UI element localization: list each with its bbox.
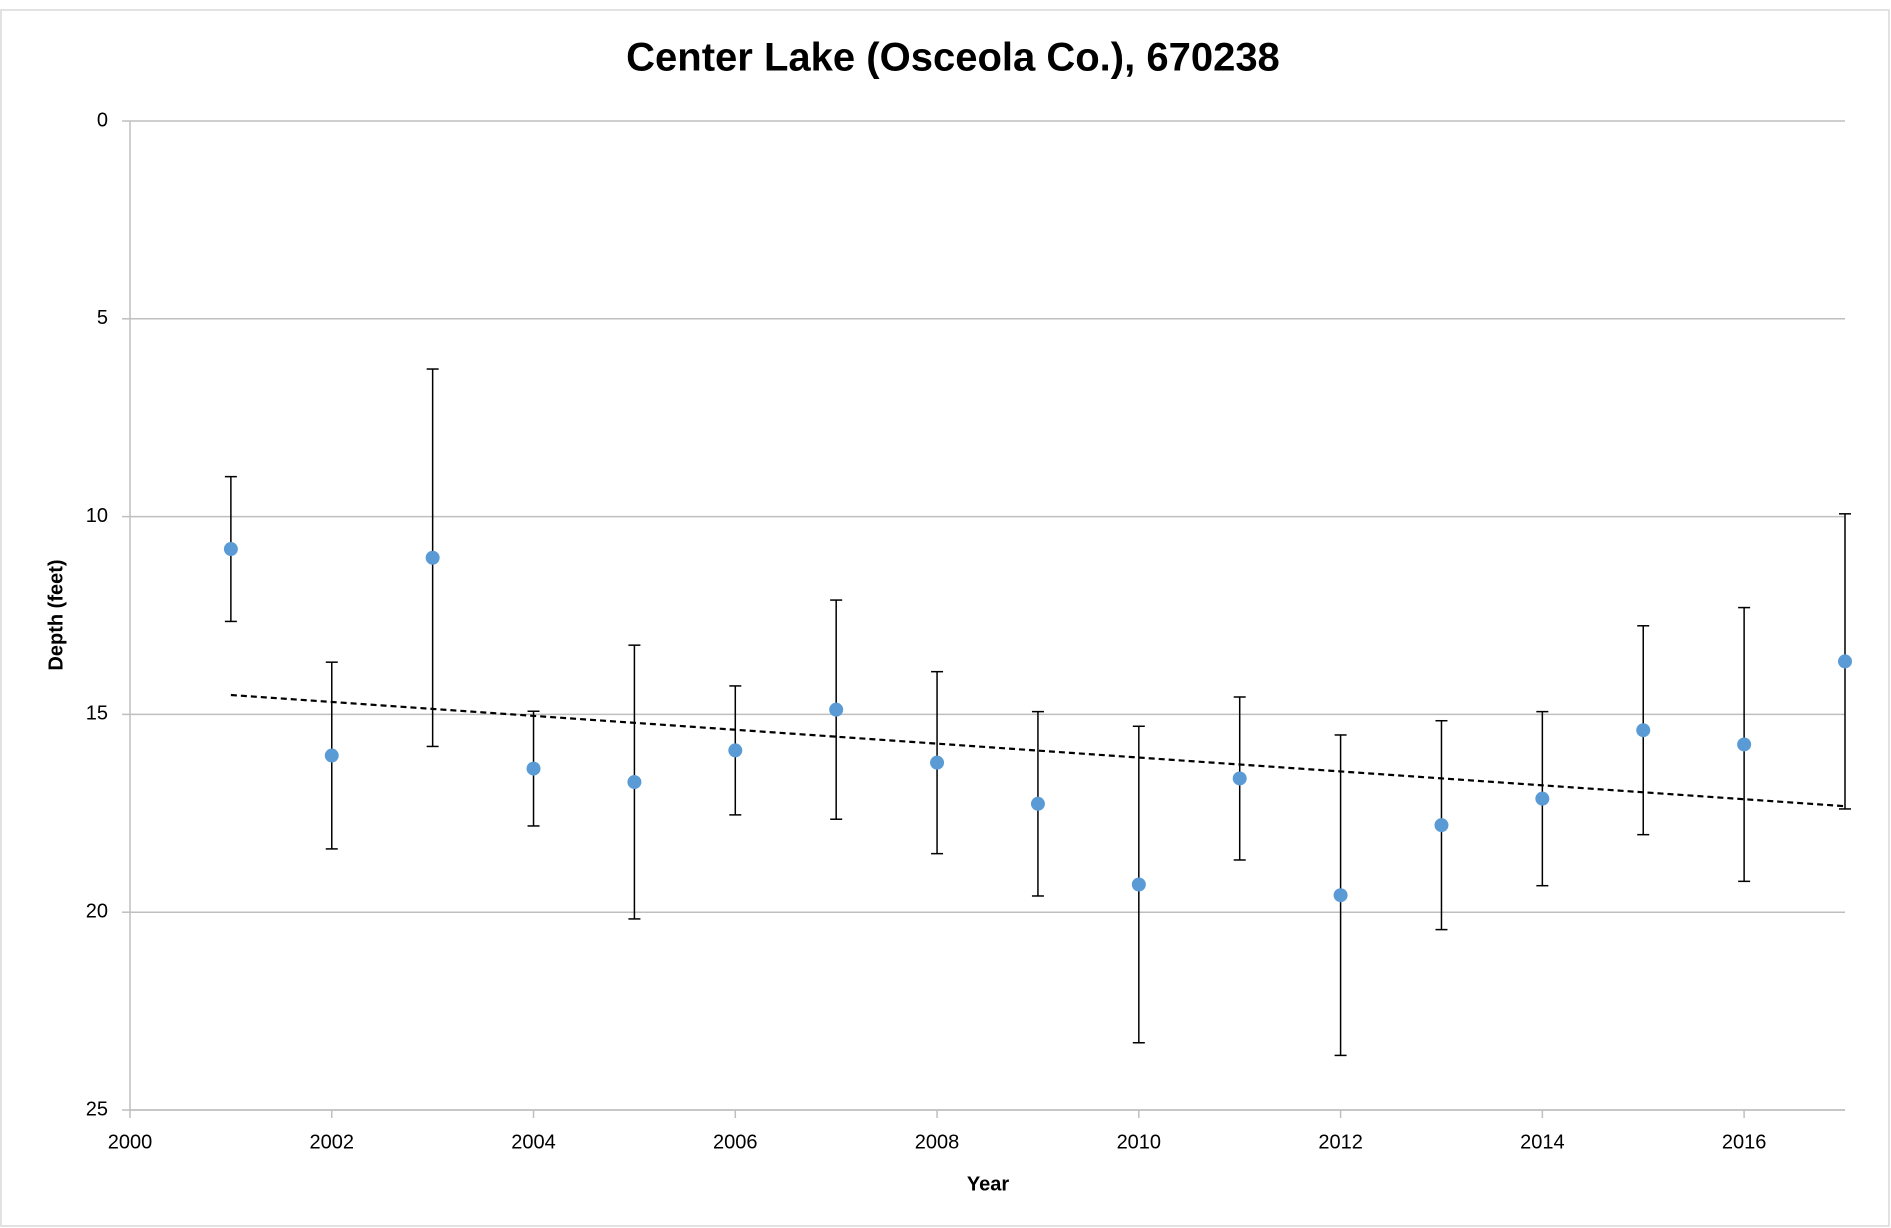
chart-border (0, 9, 1890, 1227)
x-tick-label: 2016 (1722, 1131, 1767, 1153)
y-tick-label: 10 (86, 505, 108, 527)
y-tick-label: 5 (97, 307, 108, 329)
y-tick-label: 0 (97, 109, 108, 131)
point (930, 755, 945, 770)
point (1737, 737, 1752, 752)
y-tick-label: 25 (86, 1098, 108, 1120)
x-tick-label: 2000 (108, 1131, 153, 1153)
point (627, 775, 642, 790)
point (728, 743, 743, 758)
point (223, 542, 238, 557)
point (1535, 791, 1550, 806)
point (1838, 654, 1852, 669)
chart-title: Center Lake (Osceola Co.), 670238 (626, 36, 1280, 80)
x-tick-label: 2008 (915, 1131, 960, 1153)
x-tick-label: 2010 (1117, 1131, 1162, 1153)
x-tick-label: 2012 (1318, 1131, 1363, 1153)
point (829, 702, 844, 717)
point (1030, 796, 1045, 811)
point (324, 748, 339, 763)
x-axis-label: Year (967, 1173, 1009, 1195)
y-tick-label: 15 (86, 703, 108, 725)
point (526, 761, 541, 776)
point (1232, 771, 1247, 786)
x-tick-label: 2004 (511, 1131, 556, 1153)
x-tick-label: 2014 (1520, 1131, 1565, 1153)
x-tick-label: 2006 (713, 1131, 758, 1153)
point (1333, 888, 1348, 903)
point (1636, 723, 1651, 738)
x-tick-label: 2002 (310, 1131, 355, 1153)
y-tick-label: 20 (86, 900, 108, 922)
y-axis-label: Depth (feet) (45, 559, 67, 670)
point (1131, 877, 1146, 892)
point (1434, 818, 1449, 833)
point (425, 550, 440, 565)
